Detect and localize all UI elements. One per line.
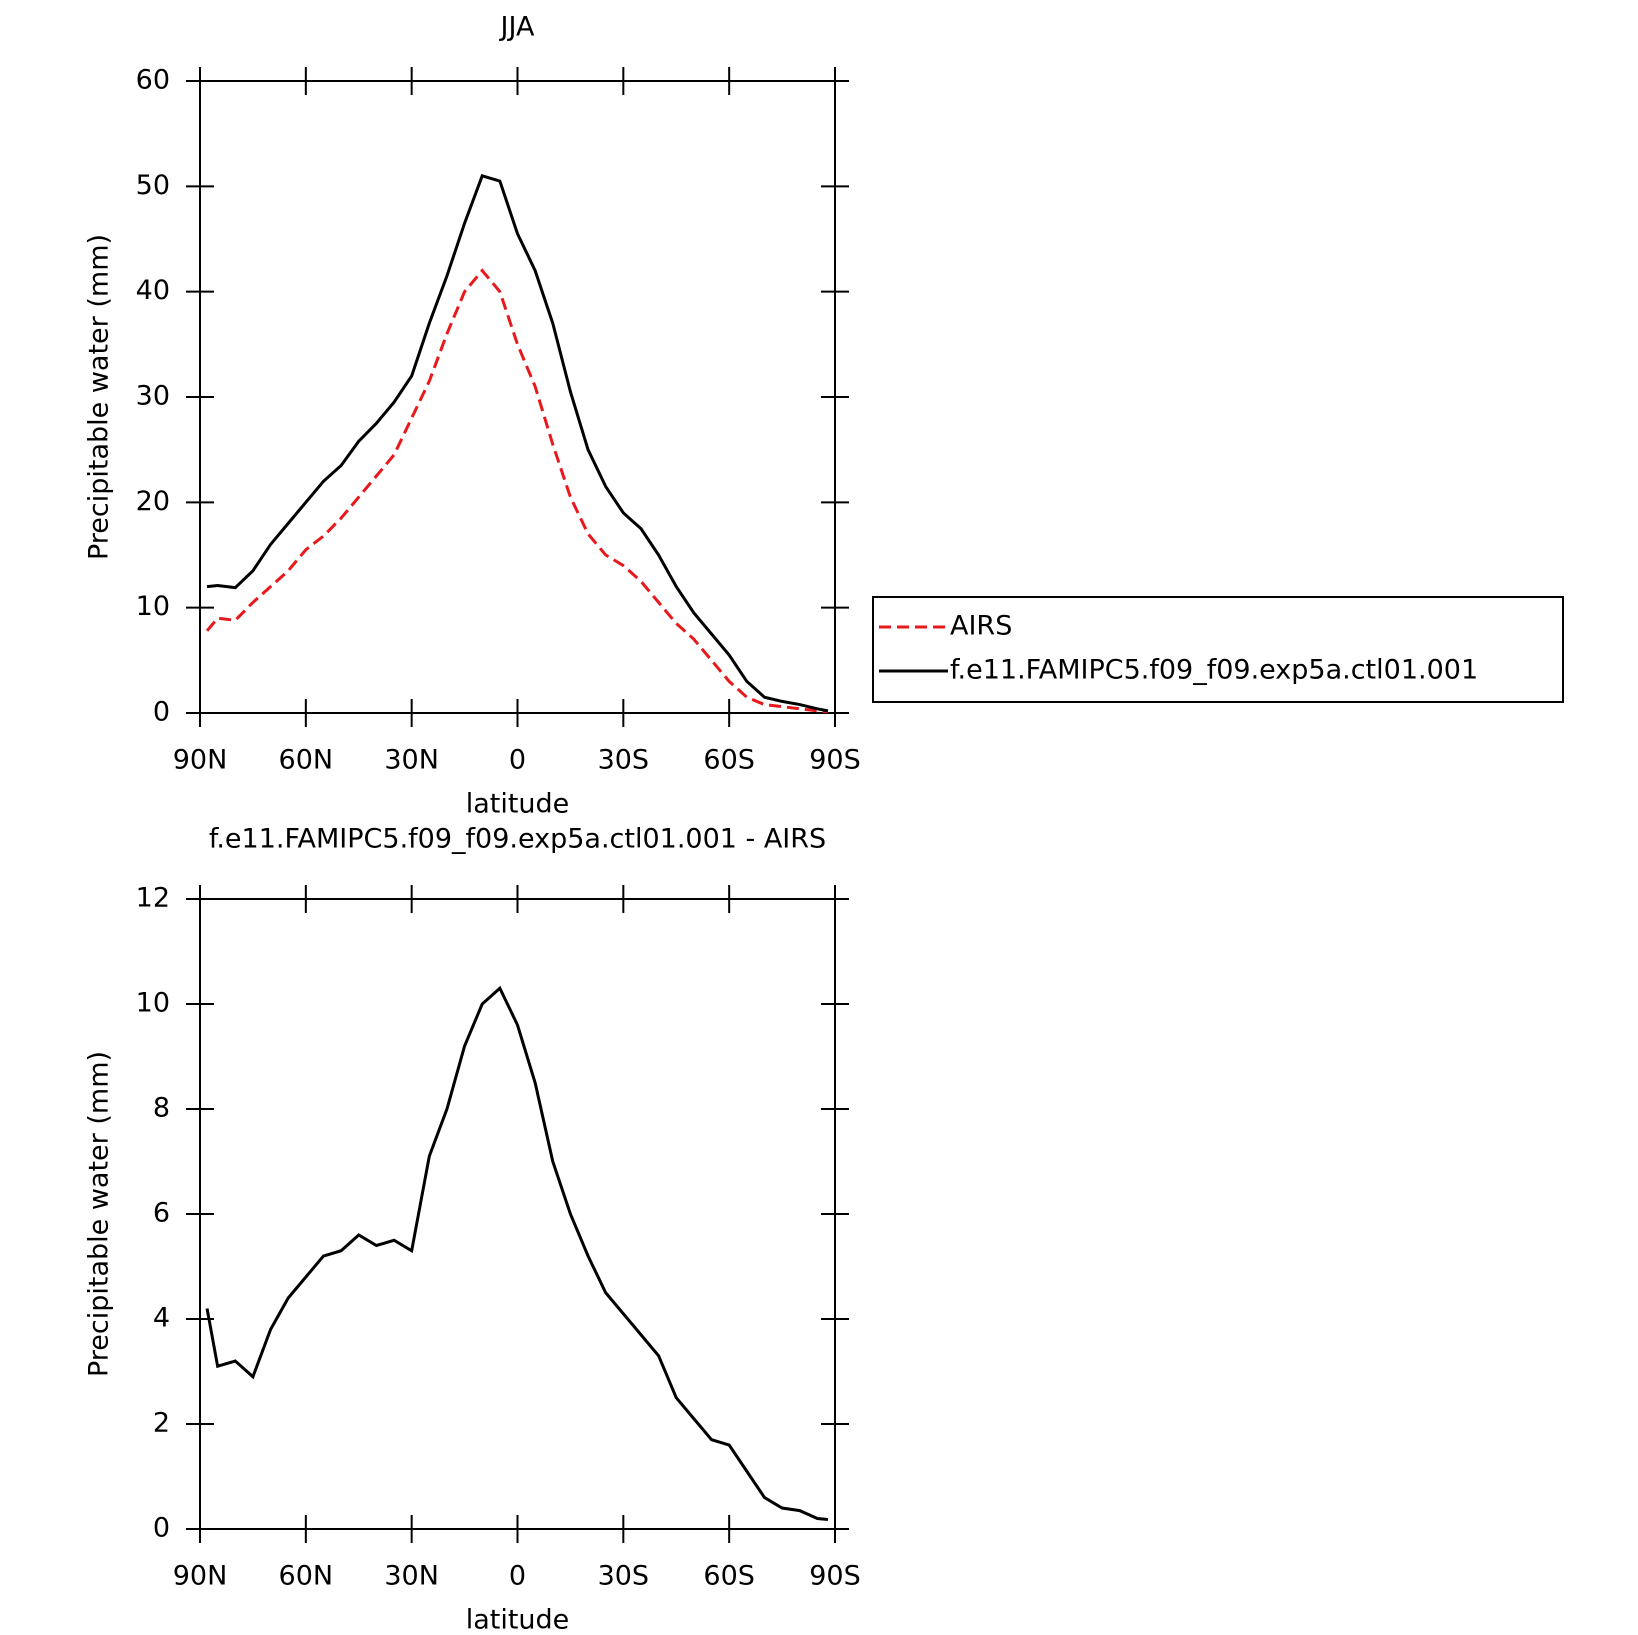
y-tick-label: 10 — [136, 988, 170, 1019]
x-tick-label: 60S — [703, 745, 755, 776]
y-tick-label: 0 — [153, 1513, 170, 1544]
x-tick-label: 90S — [809, 1561, 861, 1592]
y-axis-label: Precipitable water (mm) — [84, 1051, 115, 1377]
y-tick-label: 6 — [153, 1198, 170, 1229]
y-tick-label: 20 — [136, 486, 170, 517]
x-axis-label: latitude — [466, 1605, 570, 1635]
x-tick-label: 90N — [173, 1561, 228, 1592]
legend-label: f.e11.FAMIPC5.f09_f09.exp5a.ctl01.001 — [950, 655, 1478, 686]
y-axis-label: Precipitable water (mm) — [84, 234, 115, 560]
y-tick-label: 2 — [153, 1408, 170, 1439]
data-line — [206, 173, 829, 713]
y-tick-label: 12 — [136, 883, 170, 914]
chart-title: f.e11.FAMIPC5.f09_f09.exp5a.ctl01.001 - … — [209, 824, 826, 855]
x-tick-label: 30S — [598, 1561, 650, 1592]
y-tick-label: 50 — [136, 170, 170, 201]
x-tick-label: 60N — [279, 1561, 334, 1592]
y-tick-label: 30 — [136, 381, 170, 412]
y-tick-label: 0 — [153, 697, 170, 728]
x-tick-label: 0 — [509, 1561, 526, 1592]
x-tick-label: 90S — [809, 745, 861, 776]
legend-label: AIRS — [950, 611, 1012, 642]
x-tick-label: 30N — [384, 745, 439, 776]
y-tick-label: 10 — [136, 591, 170, 622]
x-tick-label: 30S — [598, 745, 650, 776]
plot-frame — [199, 80, 836, 714]
x-tick-label: 60S — [703, 1561, 755, 1592]
y-tick-label: 8 — [153, 1093, 170, 1124]
x-tick-label: 90N — [173, 745, 228, 776]
plot-frame — [199, 898, 836, 1530]
y-tick-label: 40 — [136, 275, 170, 306]
x-tick-label: 0 — [509, 745, 526, 776]
x-tick-label: 60N — [279, 745, 334, 776]
y-tick-label: 60 — [136, 65, 170, 96]
y-tick-label: 4 — [153, 1303, 170, 1334]
x-tick-label: 30N — [384, 1561, 439, 1592]
data-line — [205, 985, 829, 1522]
data-line — [205, 268, 829, 714]
x-axis-label: latitude — [466, 789, 570, 820]
legend-box — [872, 596, 1564, 703]
chart-title: JJA — [499, 12, 535, 43]
